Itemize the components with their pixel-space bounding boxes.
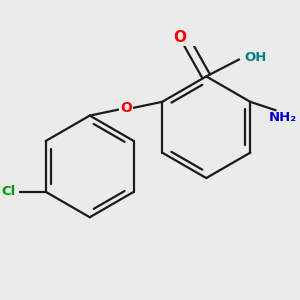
Text: NH₂: NH₂ <box>269 111 297 124</box>
Text: O: O <box>173 30 186 45</box>
Text: Cl: Cl <box>2 185 16 198</box>
Text: OH: OH <box>244 51 267 64</box>
Text: O: O <box>120 100 132 115</box>
